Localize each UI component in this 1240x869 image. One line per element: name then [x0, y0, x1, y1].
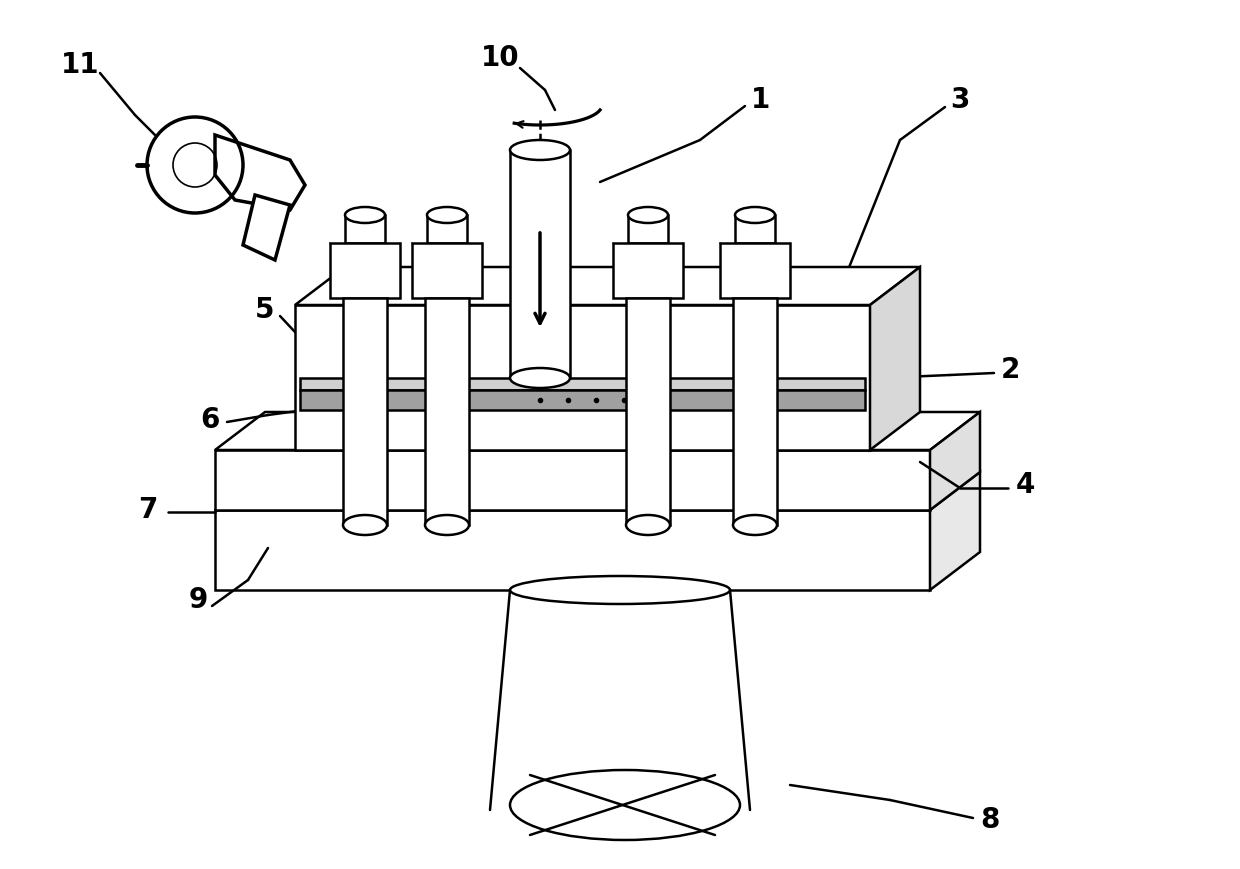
Ellipse shape: [733, 515, 777, 535]
Polygon shape: [930, 412, 980, 510]
Ellipse shape: [343, 515, 387, 535]
Ellipse shape: [510, 368, 570, 388]
Bar: [733, 298, 777, 525]
Ellipse shape: [626, 515, 670, 535]
Text: 11: 11: [61, 51, 99, 79]
Polygon shape: [215, 450, 930, 510]
Bar: [330, 243, 401, 298]
Text: 7: 7: [139, 496, 157, 524]
Bar: [720, 243, 790, 298]
Bar: [300, 390, 866, 410]
Text: 8: 8: [981, 806, 999, 834]
Bar: [427, 215, 467, 243]
Polygon shape: [930, 472, 980, 590]
Bar: [425, 298, 469, 525]
Text: 3: 3: [950, 86, 970, 114]
Polygon shape: [215, 412, 980, 450]
Polygon shape: [215, 510, 930, 590]
Polygon shape: [295, 267, 920, 305]
Text: 4: 4: [1016, 471, 1034, 499]
Text: 1: 1: [750, 86, 770, 114]
Polygon shape: [243, 195, 290, 260]
Bar: [626, 298, 670, 525]
Ellipse shape: [425, 515, 469, 535]
Text: 5: 5: [255, 296, 275, 324]
Polygon shape: [295, 305, 870, 450]
Polygon shape: [215, 135, 305, 210]
Text: 2: 2: [1001, 356, 1019, 384]
Ellipse shape: [427, 207, 467, 223]
Text: 6: 6: [201, 406, 219, 434]
Ellipse shape: [735, 207, 775, 223]
Text: 9: 9: [188, 586, 207, 614]
Bar: [343, 298, 387, 525]
Bar: [300, 378, 866, 390]
Ellipse shape: [345, 207, 384, 223]
Bar: [627, 215, 668, 243]
Bar: [412, 243, 482, 298]
Polygon shape: [215, 472, 980, 510]
Bar: [510, 150, 570, 378]
Ellipse shape: [510, 770, 740, 840]
Ellipse shape: [510, 576, 730, 604]
Bar: [735, 215, 775, 243]
Ellipse shape: [510, 140, 570, 160]
Polygon shape: [870, 267, 920, 450]
Ellipse shape: [627, 207, 668, 223]
Bar: [613, 243, 683, 298]
Text: 10: 10: [481, 44, 520, 72]
Bar: [345, 215, 384, 243]
